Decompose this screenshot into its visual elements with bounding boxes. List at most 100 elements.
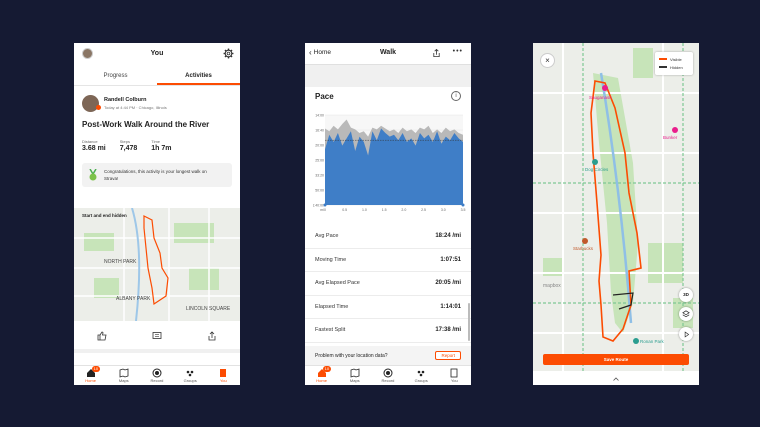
- info-icon[interactable]: i: [451, 91, 461, 101]
- page-title: You: [150, 50, 164, 57]
- metrics-list: Avg Pace 18:24 /mi Moving Time 1:07:51 Avg…: [305, 225, 471, 343]
- place-sauganash: Sauganash: [589, 95, 612, 100]
- y-tick-label: 14:00: [315, 114, 324, 118]
- place-ronan-park: Ronan Park: [640, 339, 665, 344]
- x-tick-label: 2.0: [401, 208, 406, 212]
- comment-icon[interactable]: [152, 331, 162, 341]
- pace-chart[interactable]: 14:00 16:40 20:00 25:00 33:20 50:00 1:40:000 0.…: [313, 111, 467, 219]
- place-starbucks: Starbucks: [573, 246, 594, 251]
- bottom-nav: 10 Home Maps Record Groups You: [74, 365, 240, 385]
- close-button[interactable]: ×: [540, 53, 555, 68]
- layers-button[interactable]: [679, 307, 693, 321]
- map-attribution: mapbox: [543, 283, 561, 289]
- y-tick-label: 25:00: [315, 159, 324, 163]
- x-tick-label: 3.5: [461, 208, 466, 212]
- nav-you[interactable]: You: [212, 368, 234, 384]
- place-albany-park: ALBANY PARK: [116, 296, 151, 302]
- y-tick-label: 20:00: [315, 144, 324, 148]
- nav-home[interactable]: 10 Home: [316, 366, 332, 383]
- profile-activity-screen: You Progress Activities Randell Colburn …: [74, 43, 240, 385]
- activity-map[interactable]: NORTH PARK ALBANY PARK LINCOLN SQUARE St…: [74, 208, 240, 321]
- profile-icon: [450, 368, 458, 378]
- athlete-avatar[interactable]: [82, 95, 101, 112]
- metric-avg-pace: Avg Pace 18:24 /mi: [305, 225, 471, 249]
- athlete-name[interactable]: Randell Colburn: [104, 97, 147, 103]
- chevron-up-icon[interactable]: [613, 377, 619, 381]
- back-button[interactable]: ‹ Home: [309, 48, 332, 57]
- nav-maps[interactable]: Maps: [113, 368, 135, 384]
- play-icon: [684, 330, 689, 338]
- 3d-toggle-button[interactable]: 3D: [679, 288, 693, 302]
- legend-hidden: Hidden: [659, 63, 689, 71]
- nav-record[interactable]: Record: [146, 368, 168, 384]
- metric-moving-time: Moving Time 1:07:51: [305, 249, 471, 272]
- section-divider: [305, 65, 471, 87]
- thumbs-up-icon[interactable]: [97, 331, 107, 341]
- achievement-text: Congratulations, this activity is your l…: [104, 169, 207, 181]
- map-graphic: NORTH PARK ALBANY PARK LINCOLN SQUARE: [74, 208, 240, 321]
- legend-visible: Visible: [659, 55, 689, 63]
- route-map-screen: Sauganash Bunker Dog Circles Starbucks R…: [533, 43, 699, 385]
- nav-groups[interactable]: Groups: [179, 368, 201, 384]
- stat-time: Time 1h 7m: [151, 139, 172, 152]
- x-tick-label: 2.5: [421, 208, 426, 212]
- x-tick-label: 3.0: [441, 208, 446, 212]
- chevron-left-icon: ‹: [309, 48, 312, 57]
- nav-record[interactable]: Record: [377, 368, 399, 384]
- route-map[interactable]: Sauganash Bunker Dog Circles Starbucks R…: [533, 43, 699, 385]
- groups-icon: [417, 370, 425, 377]
- page-title: Walk: [379, 49, 397, 56]
- location-problem-row: Problem with your location data? Report: [305, 346, 471, 365]
- play-button[interactable]: [679, 327, 693, 341]
- metric-elapsed-time: Elapsed Time 1:14:01: [305, 296, 471, 319]
- save-route-button[interactable]: Save Route: [543, 354, 689, 365]
- stat-steps: Steps 7,478: [119, 139, 138, 152]
- activity-detail-screen: ‹ Home Walk ••• Pace i 14:00 16:40 20:00 25:…: [305, 43, 471, 385]
- tab-activities[interactable]: Activities: [157, 65, 240, 85]
- section-title: Pace: [315, 92, 334, 101]
- nav-groups[interactable]: Groups: [410, 368, 432, 384]
- x-tick-label: 0.5: [342, 208, 347, 212]
- x-tick-label: 1.0: [362, 208, 367, 212]
- x-tick-label: 1.5: [382, 208, 387, 212]
- record-icon: [152, 368, 162, 378]
- groups-icon: [186, 370, 194, 377]
- activity-title[interactable]: Post-Work Walk Around the River: [82, 120, 210, 129]
- place-lincoln-square: LINCOLN SQUARE: [186, 306, 231, 312]
- map-privacy-label: Start and end hidden: [82, 213, 127, 218]
- more-options-icon[interactable]: •••: [452, 48, 463, 55]
- y-tick-label: 1:40:00: [313, 204, 324, 208]
- series-pace-area: [325, 128, 463, 205]
- problem-text: Problem with your location data?: [315, 352, 388, 359]
- x-tick-label: 0: [324, 208, 326, 212]
- notification-badge: 10: [91, 366, 101, 372]
- map-icon: [119, 368, 129, 378]
- share-icon[interactable]: [207, 331, 217, 341]
- place-north-park: NORTH PARK: [104, 259, 137, 265]
- y-tick-label: 33:20: [315, 174, 324, 178]
- place-dog-circles: Dog Circles: [585, 167, 609, 172]
- share-icon[interactable]: [432, 48, 441, 58]
- activity-actions: [74, 323, 240, 353]
- gear-icon[interactable]: [223, 48, 234, 59]
- bottom-nav: 10 Home Maps Record Groups You: [305, 365, 471, 385]
- start-marker: [323, 203, 327, 207]
- y-tick-label: 50:00: [315, 189, 324, 193]
- y-tick-label: 16:40: [315, 129, 324, 133]
- tab-progress[interactable]: Progress: [103, 73, 128, 79]
- nav-home[interactable]: 10 Home: [85, 366, 101, 383]
- metric-avg-elapsed-pace: Avg Elapsed Pace 20:05 /mi: [305, 272, 471, 296]
- achievement-banner: Congratulations, this activity is your l…: [82, 163, 232, 187]
- medal-icon: [89, 169, 97, 181]
- route-legend: Visible Hidden: [655, 52, 693, 75]
- avatar[interactable]: [82, 48, 93, 59]
- report-button[interactable]: Report: [435, 351, 461, 360]
- profile-tabs: Progress Activities: [74, 65, 240, 86]
- profile-icon: [220, 369, 227, 377]
- pace-section-header: Pace i: [305, 87, 471, 109]
- nav-you[interactable]: You: [443, 368, 465, 384]
- nav-maps[interactable]: Maps: [344, 368, 366, 384]
- scrollbar[interactable]: [468, 303, 470, 341]
- athlete-row[interactable]: Randell Colburn Today at 4:44 PM · Chica…: [74, 86, 240, 112]
- record-icon: [383, 368, 393, 378]
